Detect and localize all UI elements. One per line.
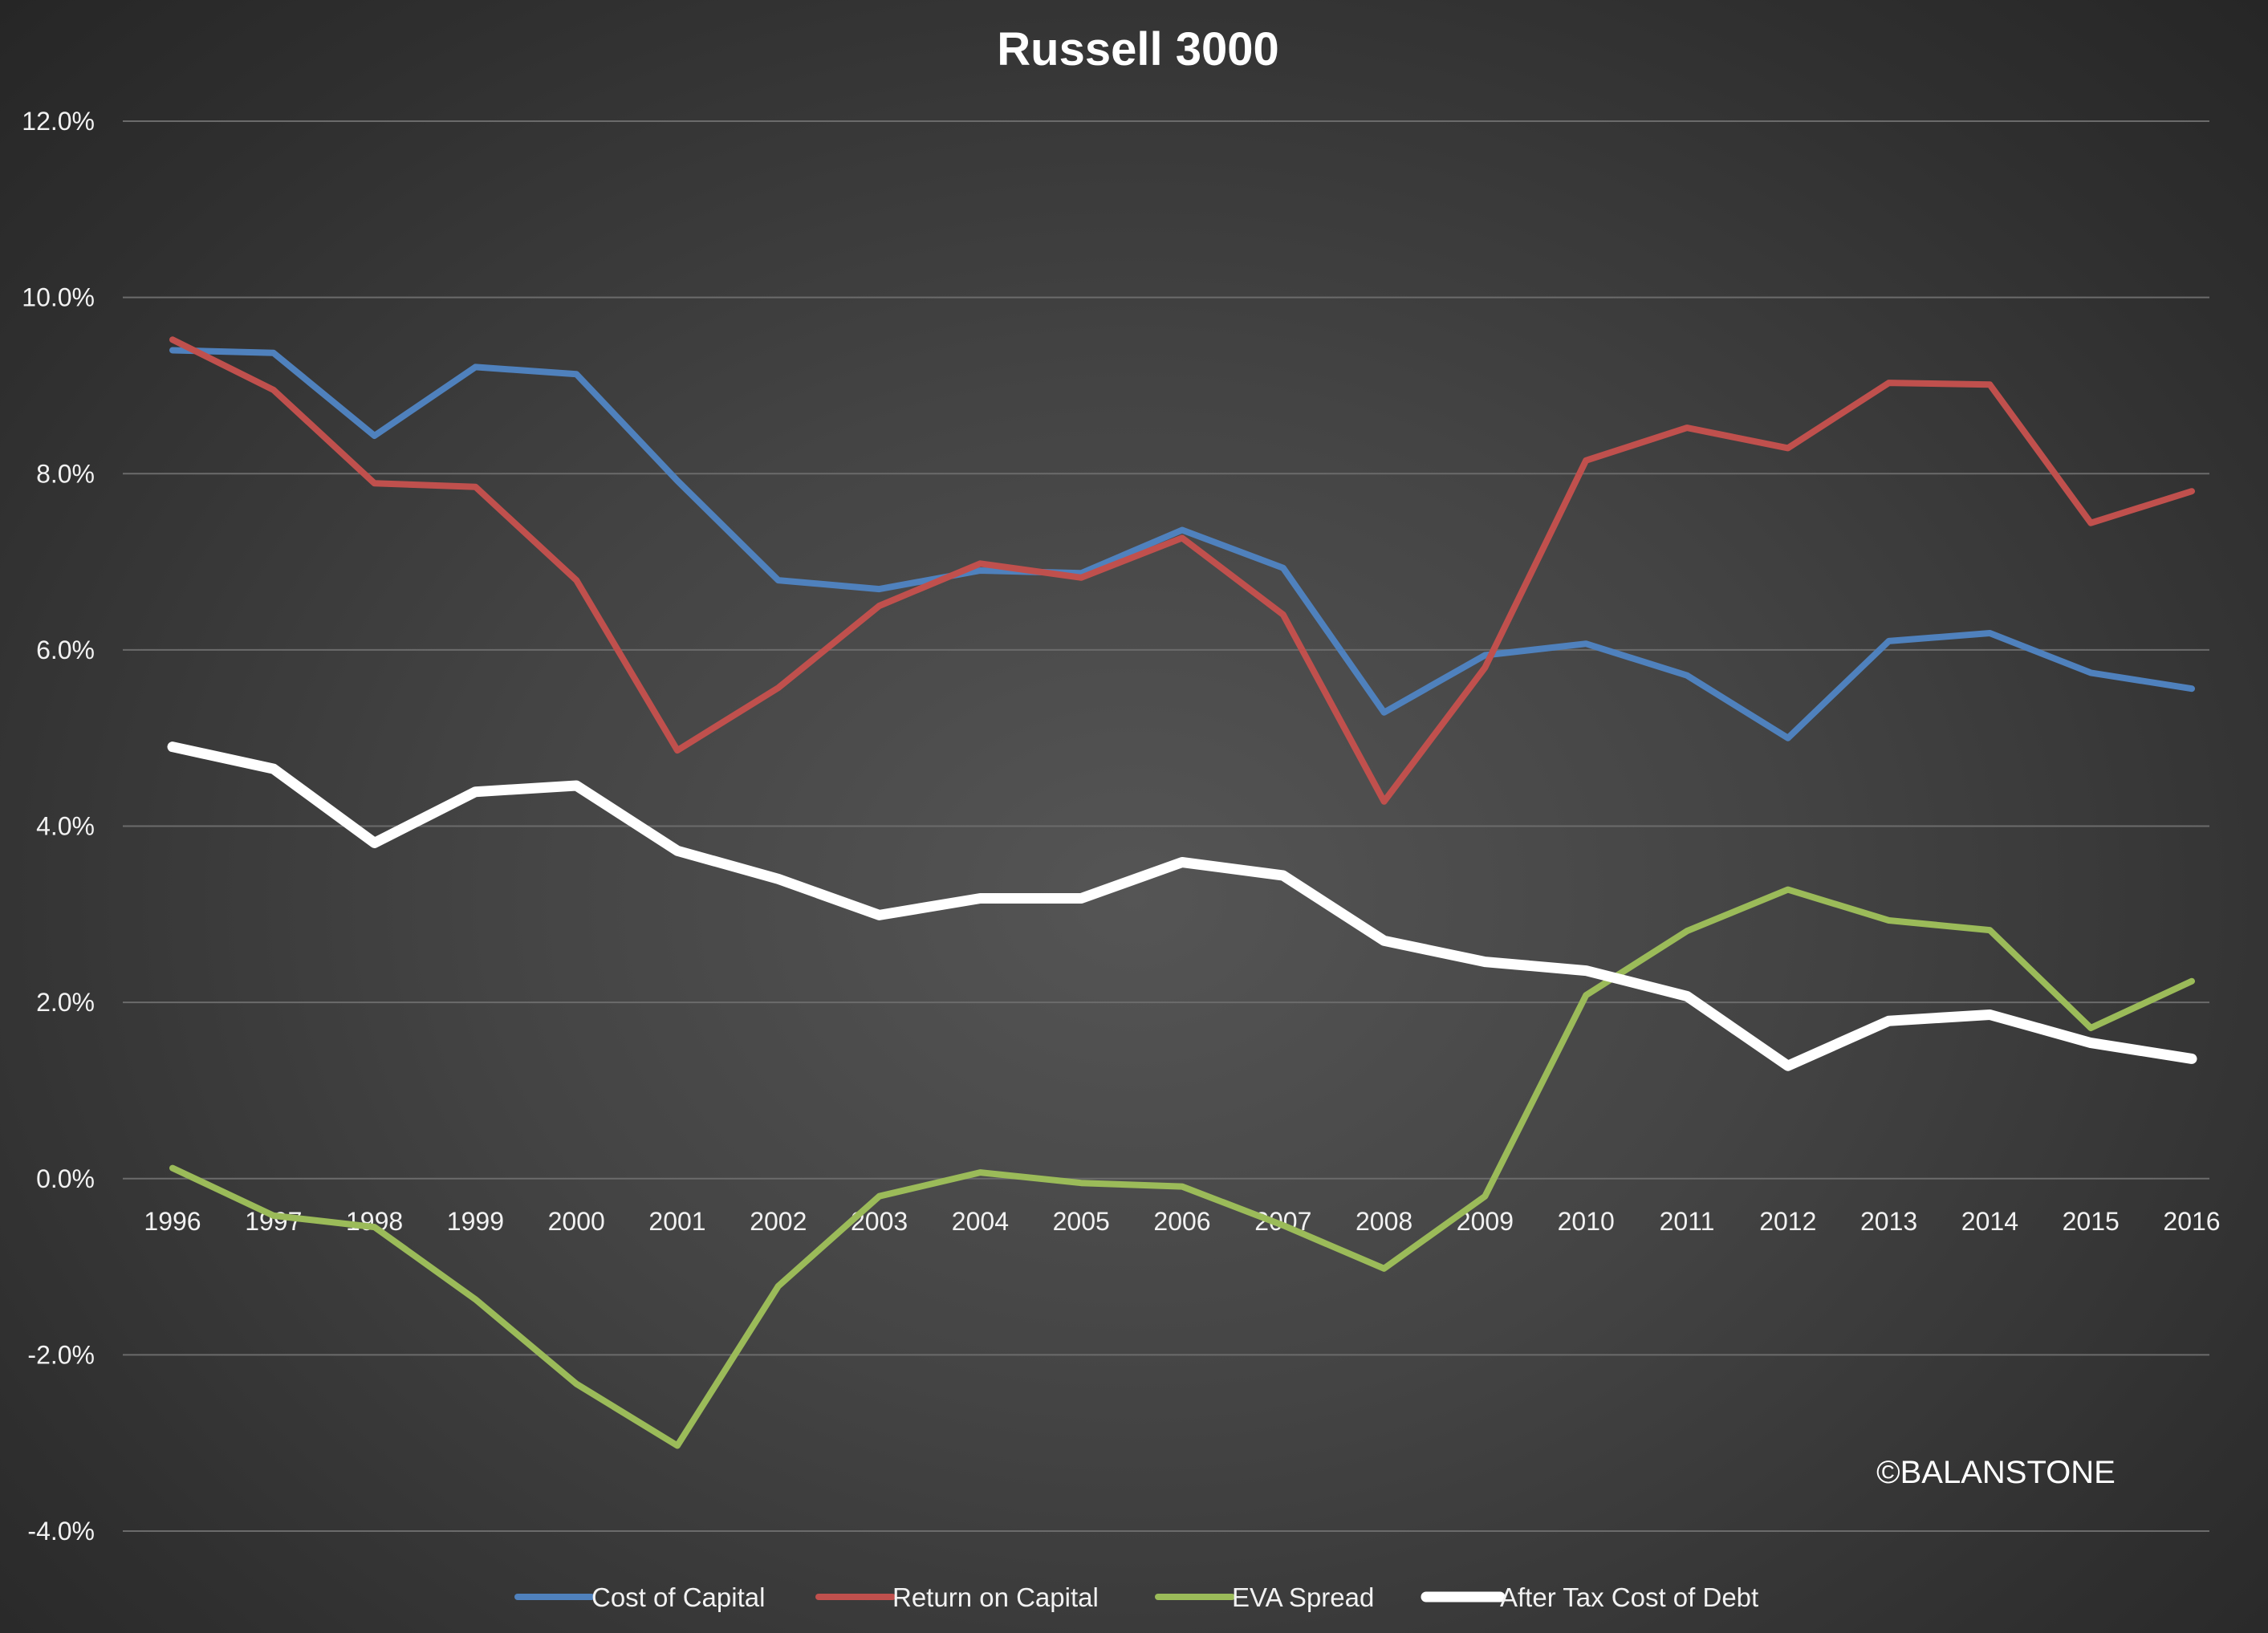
x-tick-label: 2006 xyxy=(1153,1207,1210,1236)
y-tick-label: -2.0% xyxy=(27,1340,95,1369)
series-lines xyxy=(167,336,2197,1449)
x-axis-tick-labels: 1996 1997 1998 1999 2000 2001 2002 2003 2004 2005… xyxy=(144,1207,2220,1236)
x-tick-label: 2005 xyxy=(1053,1207,1110,1236)
x-tick-label: 1997 xyxy=(245,1207,302,1236)
y-tick-label: 0.0% xyxy=(36,1164,95,1193)
x-tick-label: 2016 xyxy=(2163,1207,2220,1236)
x-tick-label: 2014 xyxy=(1961,1207,2018,1236)
y-tick-label: 12.0% xyxy=(22,107,95,136)
legend-label-return-on-capital: Return on Capital xyxy=(892,1582,1099,1612)
x-tick-label: 2004 xyxy=(952,1207,1009,1236)
gridlines xyxy=(123,120,2209,1532)
x-tick-label: 1996 xyxy=(144,1207,201,1236)
x-tick-label: 2013 xyxy=(1860,1207,1917,1236)
legend: Cost of Capital Return on Capital EVA Spre… xyxy=(514,1582,1758,1612)
y-tick-label: 10.0% xyxy=(22,283,95,312)
series-line-cost-of-capital xyxy=(169,347,2195,741)
y-tick-label: 8.0% xyxy=(36,459,95,488)
x-tick-label: 2001 xyxy=(648,1207,705,1236)
x-tick-label: 2015 xyxy=(2063,1207,2120,1236)
y-tick-label: -4.0% xyxy=(27,1517,95,1546)
x-tick-label: 2012 xyxy=(1759,1207,1816,1236)
x-tick-label: 2010 xyxy=(1558,1207,1615,1236)
series-line-return-on-capital xyxy=(169,336,2195,805)
chart-title: Russell 3000 xyxy=(997,23,1278,75)
watermark-text: ©BALANSTONE xyxy=(1876,1455,2116,1490)
legend-label-eva-spread: EVA Spread xyxy=(1232,1582,1374,1612)
x-tick-label: 2000 xyxy=(548,1207,605,1236)
x-tick-label: 2002 xyxy=(750,1207,807,1236)
series-line-eva-spread xyxy=(169,886,2195,1449)
legend-label-cost-of-capital: Cost of Capital xyxy=(591,1582,765,1612)
series-line-after-tax-cost-of-debt xyxy=(167,741,2197,1071)
x-tick-label: 2011 xyxy=(1660,1207,1715,1236)
y-tick-label: 2.0% xyxy=(36,988,95,1017)
x-tick-label: 1999 xyxy=(447,1207,504,1236)
y-tick-label: 4.0% xyxy=(36,812,95,841)
x-tick-label: 2008 xyxy=(1356,1207,1412,1236)
y-tick-label: 6.0% xyxy=(36,636,95,664)
legend-label-after-tax-cost-of-debt: After Tax Cost of Debt xyxy=(1500,1582,1758,1612)
x-tick-label: 1998 xyxy=(346,1207,403,1236)
y-axis-tick-labels: 12.0% 10.0% 8.0% 6.0% 4.0% 2.0% 0.0% -2.0% -4.0% xyxy=(22,107,95,1546)
